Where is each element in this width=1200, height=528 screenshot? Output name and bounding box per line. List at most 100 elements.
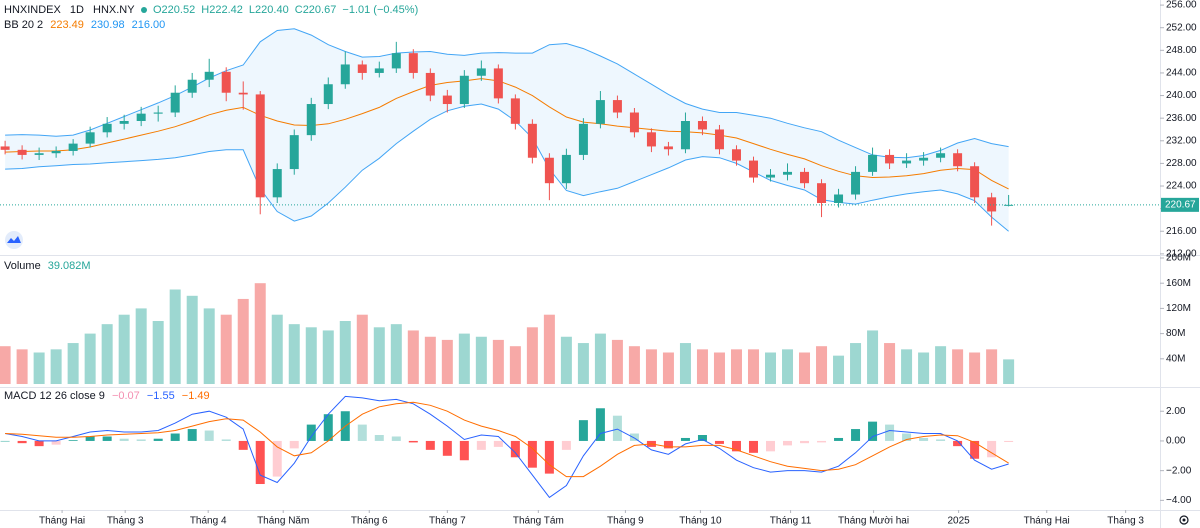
macd-histogram-bar xyxy=(85,436,95,441)
candle-body xyxy=(374,68,384,73)
volume-legend: Volume 39.082M xyxy=(4,260,91,272)
volume-bar xyxy=(390,324,402,384)
x-tick-label: Tháng 11 xyxy=(770,516,812,527)
candle-body xyxy=(885,154,895,164)
macd-histogram-bar xyxy=(919,437,929,441)
candle-body xyxy=(765,174,775,178)
macd-histogram-bar xyxy=(714,440,724,444)
settings-icon[interactable] xyxy=(1179,515,1189,525)
macd-histogram-bar xyxy=(459,440,469,461)
candle-body xyxy=(868,154,878,172)
volume-bar xyxy=(407,330,419,384)
volume-bar xyxy=(560,336,572,384)
candle-body xyxy=(663,146,673,150)
volume-bar xyxy=(424,336,436,384)
candle-body xyxy=(255,94,265,198)
candle-body xyxy=(851,171,861,195)
volume-bar xyxy=(271,314,283,384)
x-tick-label: Tháng Năm xyxy=(257,516,309,527)
candle-body xyxy=(306,104,316,136)
y-tick-label: 216.00 xyxy=(1166,226,1197,237)
volume-bar xyxy=(747,349,759,384)
macd-line xyxy=(5,395,1009,499)
macd-histogram-bar xyxy=(936,439,946,441)
candle-body xyxy=(170,92,180,113)
volume-bar xyxy=(373,327,385,384)
candle-body xyxy=(459,75,469,105)
symbol-header: HNXINDEX 1D HNX.NY xyxy=(4,4,135,16)
volume-bar xyxy=(186,295,198,384)
macd-histogram-bar xyxy=(255,440,265,485)
volume-bar xyxy=(594,333,606,384)
candle-body xyxy=(425,72,435,96)
exchange: HNX.NY xyxy=(93,4,135,16)
y-tick-label: 240.00 xyxy=(1166,90,1197,101)
candle-body xyxy=(578,123,588,155)
macd-histogram-bar xyxy=(68,440,78,441)
last-price-tag xyxy=(1161,197,1199,212)
candle-body xyxy=(595,100,605,124)
volume-bar xyxy=(679,343,691,384)
volume-bar xyxy=(254,283,266,384)
x-tick-label: Tháng Hai xyxy=(39,516,85,527)
macd-histogram-bar xyxy=(544,440,554,474)
candle-body xyxy=(408,53,418,73)
volume-bar xyxy=(33,352,45,384)
y-tick-label: 248.00 xyxy=(1166,45,1197,56)
macd-histogram-bar xyxy=(817,440,827,443)
macd-histogram-bar xyxy=(153,438,163,441)
volume-bar xyxy=(322,330,334,384)
volume-bar xyxy=(288,324,300,384)
volume-bar xyxy=(645,349,657,384)
volume-bar xyxy=(203,308,215,384)
macd-histogram-bar xyxy=(663,440,673,449)
volume-bar xyxy=(526,327,538,384)
macd-histogram-bar xyxy=(476,440,486,450)
volume-bar xyxy=(84,333,96,384)
candle-body xyxy=(51,150,61,154)
macd-histogram-bar xyxy=(221,439,231,441)
volume-bar xyxy=(833,355,845,384)
candle-body xyxy=(238,92,248,95)
macd-histogram-bar xyxy=(748,440,758,453)
volume-bar xyxy=(135,308,147,384)
volume-bar xyxy=(339,321,351,384)
candle-body xyxy=(119,120,129,124)
candle-body xyxy=(987,197,997,212)
macd-histogram-bar xyxy=(102,436,112,441)
candle-body xyxy=(783,171,793,175)
y-tick-label: 0.00 xyxy=(1166,436,1186,447)
macd-histogram-bar xyxy=(731,440,741,452)
macd-value: −1.55 xyxy=(147,390,175,402)
volume-bar xyxy=(220,314,232,384)
macd-histogram-bar xyxy=(306,424,316,441)
volume-bar xyxy=(509,346,521,384)
macd-histogram-bar xyxy=(697,435,707,441)
y-tick-label: 244.00 xyxy=(1166,68,1197,79)
y-tick-label: 256.00 xyxy=(1166,0,1197,11)
y-tick-label: 160M xyxy=(1166,278,1191,289)
x-tick-label: Tháng Tám xyxy=(513,516,564,527)
macd-legend: MACD 12 26 close 9 −0.07 −1.55 −1.49 xyxy=(4,390,210,402)
macd-histogram-bar xyxy=(408,440,418,443)
macd-histogram-bar xyxy=(800,440,810,444)
volume-bar xyxy=(935,346,947,384)
candle-body xyxy=(697,120,707,130)
volume-bar xyxy=(152,321,164,384)
volume-bar xyxy=(1003,359,1015,384)
volume-bar xyxy=(850,343,862,384)
volume-bar xyxy=(884,343,896,384)
legend-high: H222.42 xyxy=(201,4,243,16)
macd-histogram-bar xyxy=(595,408,605,441)
candle-body xyxy=(527,123,537,158)
x-tick-label: Tháng 9 xyxy=(607,516,644,527)
volume-bar xyxy=(696,349,708,384)
candle-body xyxy=(0,146,10,150)
legend-close: C220.67 xyxy=(295,4,337,16)
volume-bar xyxy=(628,346,640,384)
x-tick-label: Tháng 3 xyxy=(107,516,144,527)
macd-signal-value: −1.49 xyxy=(182,390,210,402)
candle-body xyxy=(919,157,929,161)
